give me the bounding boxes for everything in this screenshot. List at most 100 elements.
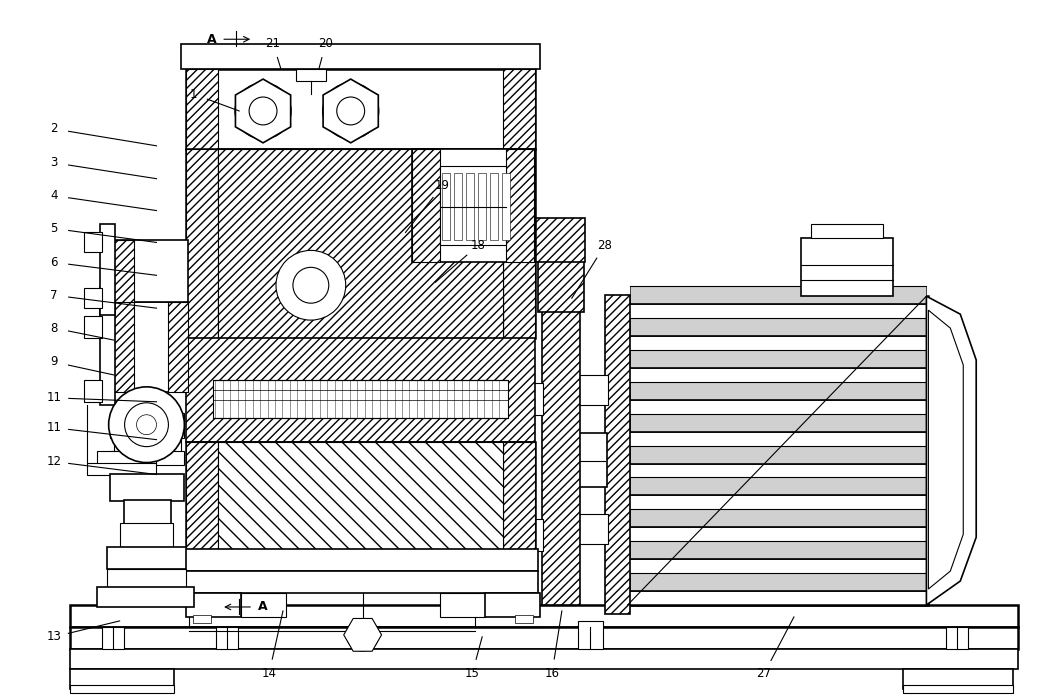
Bar bbox=[578, 375, 608, 405]
Bar bbox=[304, 197, 321, 240]
Bar bbox=[630, 510, 926, 527]
Bar bbox=[186, 442, 218, 550]
Bar bbox=[440, 166, 506, 246]
Bar bbox=[218, 149, 503, 201]
Bar bbox=[242, 593, 286, 617]
Bar bbox=[455, 173, 462, 240]
Text: 27: 27 bbox=[757, 667, 772, 680]
Bar bbox=[100, 223, 114, 315]
Bar bbox=[334, 153, 341, 181]
Bar bbox=[502, 173, 510, 240]
Bar bbox=[186, 149, 534, 338]
Bar bbox=[296, 153, 302, 181]
Bar bbox=[69, 685, 174, 692]
Text: 1: 1 bbox=[190, 88, 197, 101]
Bar bbox=[545, 433, 607, 487]
Bar bbox=[84, 380, 102, 402]
Bar bbox=[87, 463, 156, 475]
Circle shape bbox=[322, 83, 379, 139]
Bar bbox=[113, 435, 182, 452]
Bar bbox=[306, 153, 313, 181]
Bar bbox=[466, 173, 475, 240]
Bar bbox=[291, 239, 335, 248]
Text: 15: 15 bbox=[465, 667, 480, 680]
Text: 19: 19 bbox=[435, 179, 449, 193]
Bar bbox=[503, 69, 534, 149]
Bar bbox=[69, 605, 1018, 627]
Bar bbox=[503, 149, 534, 338]
Bar bbox=[630, 477, 926, 496]
Bar bbox=[186, 593, 242, 617]
Bar bbox=[630, 446, 926, 463]
Text: 3: 3 bbox=[50, 156, 58, 169]
Bar bbox=[264, 149, 311, 183]
Bar bbox=[276, 153, 282, 181]
Bar bbox=[516, 615, 533, 623]
Text: 11: 11 bbox=[46, 421, 61, 434]
Bar bbox=[182, 44, 540, 69]
Bar bbox=[630, 541, 926, 559]
Bar bbox=[542, 286, 580, 605]
Bar bbox=[630, 318, 926, 336]
Bar bbox=[506, 149, 534, 262]
Bar bbox=[216, 627, 238, 649]
Bar bbox=[490, 173, 498, 240]
Bar bbox=[903, 668, 1013, 689]
Bar bbox=[100, 287, 114, 405]
Circle shape bbox=[337, 97, 364, 125]
Text: A: A bbox=[258, 601, 268, 613]
Circle shape bbox=[276, 251, 345, 320]
Bar bbox=[343, 153, 351, 181]
Bar bbox=[485, 593, 540, 617]
Bar bbox=[903, 685, 1013, 692]
Bar bbox=[109, 451, 185, 465]
Text: 18: 18 bbox=[470, 239, 485, 252]
Polygon shape bbox=[343, 619, 381, 651]
Text: 8: 8 bbox=[50, 321, 58, 335]
Bar bbox=[314, 153, 321, 181]
Bar bbox=[630, 414, 926, 432]
Bar bbox=[84, 316, 102, 338]
Bar bbox=[184, 550, 538, 571]
Bar bbox=[578, 514, 608, 544]
Bar bbox=[630, 382, 926, 400]
Bar bbox=[97, 587, 194, 607]
Circle shape bbox=[235, 83, 291, 139]
Bar bbox=[186, 69, 534, 149]
Text: 13: 13 bbox=[46, 631, 61, 643]
Text: 7: 7 bbox=[50, 288, 58, 302]
Bar bbox=[478, 173, 486, 240]
Text: 5: 5 bbox=[50, 222, 58, 235]
Text: 21: 21 bbox=[266, 36, 280, 50]
Text: 6: 6 bbox=[50, 256, 58, 269]
Bar bbox=[102, 627, 124, 649]
Bar bbox=[630, 573, 926, 591]
Bar bbox=[186, 338, 534, 442]
Bar bbox=[525, 383, 543, 414]
Bar bbox=[69, 627, 1018, 649]
Bar bbox=[186, 69, 218, 149]
Bar bbox=[218, 442, 503, 550]
Bar bbox=[801, 239, 892, 296]
Bar bbox=[69, 668, 174, 689]
Text: 20: 20 bbox=[318, 36, 333, 50]
Bar bbox=[84, 232, 102, 253]
Bar bbox=[630, 350, 926, 368]
Bar bbox=[97, 451, 148, 465]
Bar bbox=[354, 153, 360, 181]
Text: 16: 16 bbox=[544, 667, 560, 680]
Bar bbox=[266, 153, 273, 181]
Text: 14: 14 bbox=[261, 667, 276, 680]
Bar bbox=[109, 413, 185, 438]
Bar bbox=[213, 380, 508, 418]
Bar bbox=[811, 223, 883, 239]
Bar bbox=[107, 569, 186, 589]
Bar bbox=[503, 442, 534, 550]
Circle shape bbox=[108, 387, 185, 463]
Bar bbox=[107, 547, 186, 569]
Bar bbox=[193, 615, 211, 623]
Bar bbox=[628, 296, 928, 605]
Bar bbox=[120, 524, 173, 550]
Circle shape bbox=[249, 97, 277, 125]
Bar bbox=[296, 69, 326, 81]
